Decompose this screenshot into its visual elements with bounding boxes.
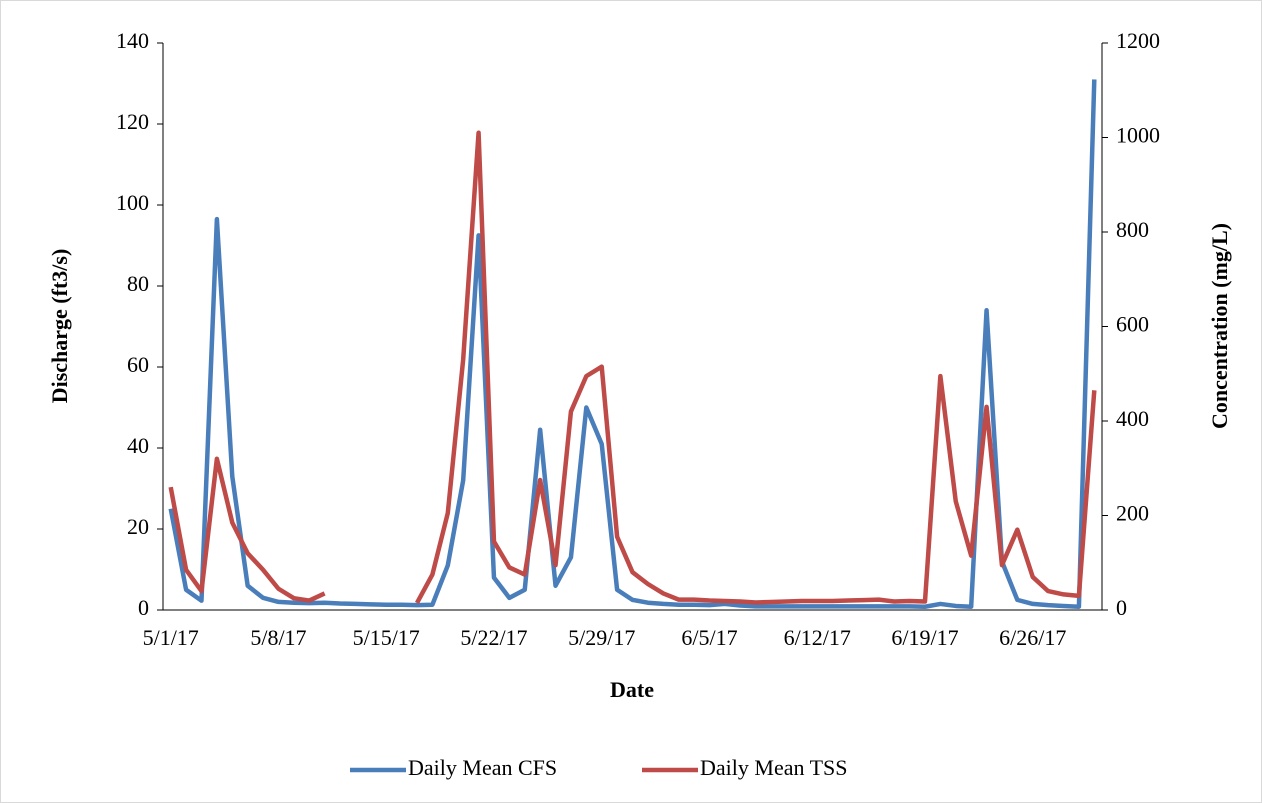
y2-tick-label: 1200 — [1116, 28, 1160, 53]
x-tick-label: 6/26/17 — [999, 625, 1066, 650]
x-tick-label: 6/5/17 — [681, 625, 737, 650]
y2-axis-title: Concentration (mg/L) — [1207, 223, 1232, 429]
y-tick-label: 60 — [127, 352, 149, 377]
x-tick-label: 5/29/17 — [568, 625, 635, 650]
series-line — [168, 130, 1097, 605]
series-line — [168, 79, 1097, 610]
x-tick-label: 5/22/17 — [460, 625, 527, 650]
y2-tick-label: 400 — [1116, 406, 1149, 431]
y2-tick-label: 0 — [1116, 595, 1127, 620]
y2-tick-label: 200 — [1116, 501, 1149, 526]
y-tick-label: 120 — [116, 109, 149, 134]
legend-label: Daily Mean CFS — [408, 755, 557, 780]
y-tick-label: 20 — [127, 514, 149, 539]
y2-tick-label: 600 — [1116, 312, 1149, 337]
y2-tick-label: 800 — [1116, 217, 1149, 242]
y-tick-label: 0 — [138, 595, 149, 620]
y2-tick-label: 1000 — [1116, 123, 1160, 148]
y-tick-label: 40 — [127, 433, 149, 458]
x-tick-label: 5/1/17 — [143, 625, 199, 650]
x-axis-title: Date — [610, 677, 654, 702]
y-tick-label: 140 — [116, 28, 149, 53]
x-tick-label: 6/12/17 — [784, 625, 851, 650]
y-tick-label: 100 — [116, 190, 149, 215]
x-tick-label: 5/15/17 — [353, 625, 420, 650]
y-tick-label: 80 — [127, 271, 149, 296]
y-axis-title: Discharge (ft3/s) — [47, 249, 72, 404]
x-tick-label: 5/8/17 — [250, 625, 306, 650]
legend-label: Daily Mean TSS — [700, 755, 847, 780]
x-tick-label: 6/19/17 — [891, 625, 958, 650]
